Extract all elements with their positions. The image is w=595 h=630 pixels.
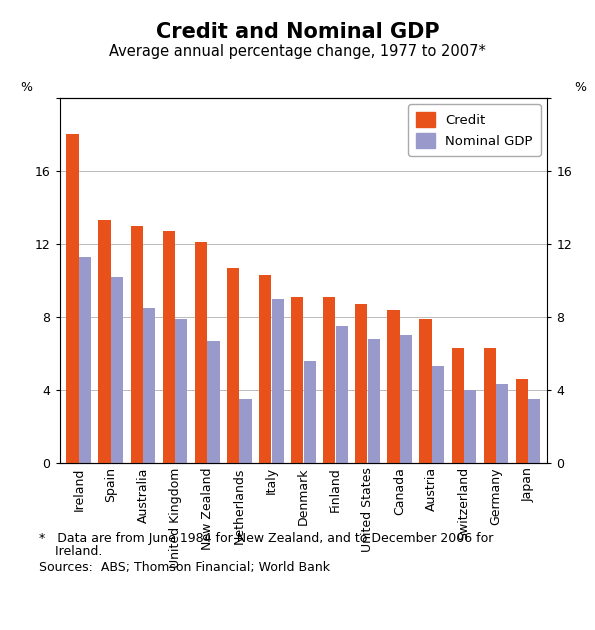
Bar (67, 134, 79, 463)
Bar (368, 339, 380, 463)
Bar (303, 361, 316, 463)
Bar (464, 390, 477, 463)
Bar (99, 220, 111, 463)
Bar (484, 348, 496, 463)
Bar (516, 379, 528, 463)
Bar (271, 299, 284, 463)
Bar (291, 297, 303, 463)
Text: Ireland.: Ireland. (39, 545, 102, 558)
Text: *   Data are from June 1984 for New Zealand, and to December 2006 for: * Data are from June 1984 for New Zealan… (39, 532, 493, 546)
Bar (355, 304, 368, 463)
Bar (143, 308, 155, 463)
Bar (111, 277, 123, 463)
Bar (207, 341, 220, 463)
Bar (432, 366, 444, 463)
Bar (452, 348, 464, 463)
Bar (496, 384, 508, 463)
Text: %: % (20, 81, 33, 94)
Bar (227, 268, 239, 463)
Bar (195, 242, 207, 463)
Bar (162, 231, 175, 463)
Bar (387, 309, 400, 463)
Bar (336, 326, 348, 463)
Bar (239, 399, 252, 463)
Legend: Credit, Nominal GDP: Credit, Nominal GDP (408, 104, 541, 156)
Text: Sources:  ABS; Thomson Financial; World Bank: Sources: ABS; Thomson Financial; World B… (39, 561, 330, 574)
Text: %: % (574, 81, 587, 94)
Bar (130, 226, 143, 463)
Bar (419, 319, 432, 463)
Bar (175, 319, 187, 463)
Bar (79, 256, 91, 463)
Bar (400, 335, 412, 463)
Bar (323, 297, 336, 463)
Bar (528, 399, 540, 463)
Text: Average annual percentage change, 1977 to 2007*: Average annual percentage change, 1977 t… (109, 44, 486, 59)
Bar (259, 275, 271, 463)
Text: Credit and Nominal GDP: Credit and Nominal GDP (156, 22, 439, 42)
